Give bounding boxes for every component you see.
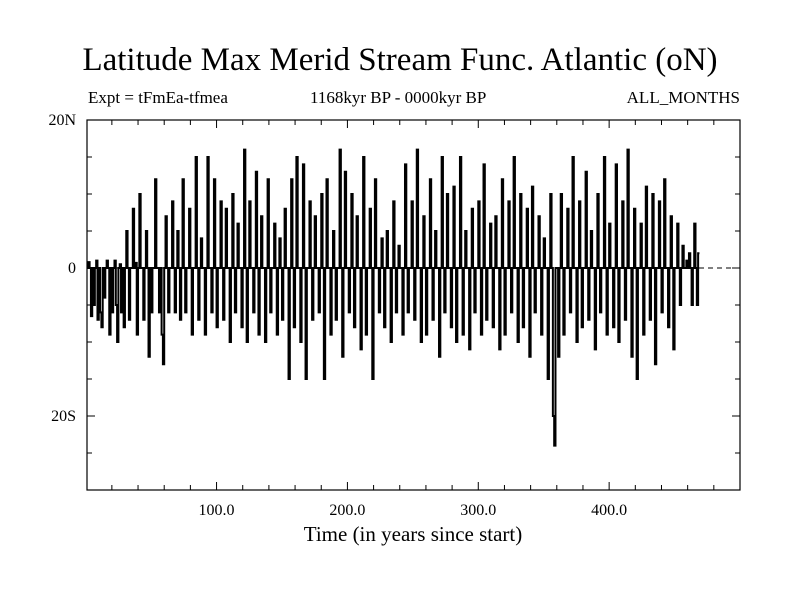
- period-label: 1168kyr BP - 0000kyr BP: [310, 88, 487, 107]
- x-tick-label: 400.0: [591, 502, 627, 519]
- chart-title: Latitude Max Merid Stream Func. Atlantic…: [82, 42, 718, 78]
- x-axis-label: Time (in years since start): [303, 522, 523, 546]
- y-tick-label: 20S: [51, 408, 76, 425]
- plot-frame: [86, 119, 741, 491]
- months-label: ALL_MONTHS: [626, 88, 740, 107]
- experiment-label: Expt = tFmEa-tfmea: [88, 88, 228, 107]
- y-tick-label: 20N: [48, 112, 76, 129]
- y-tick-label: 0: [68, 260, 76, 277]
- data-series-line: [87, 148, 700, 447]
- x-tick-label: 100.0: [199, 502, 235, 519]
- x-tick-label: 200.0: [329, 502, 365, 519]
- x-tick-label: 300.0: [460, 502, 496, 519]
